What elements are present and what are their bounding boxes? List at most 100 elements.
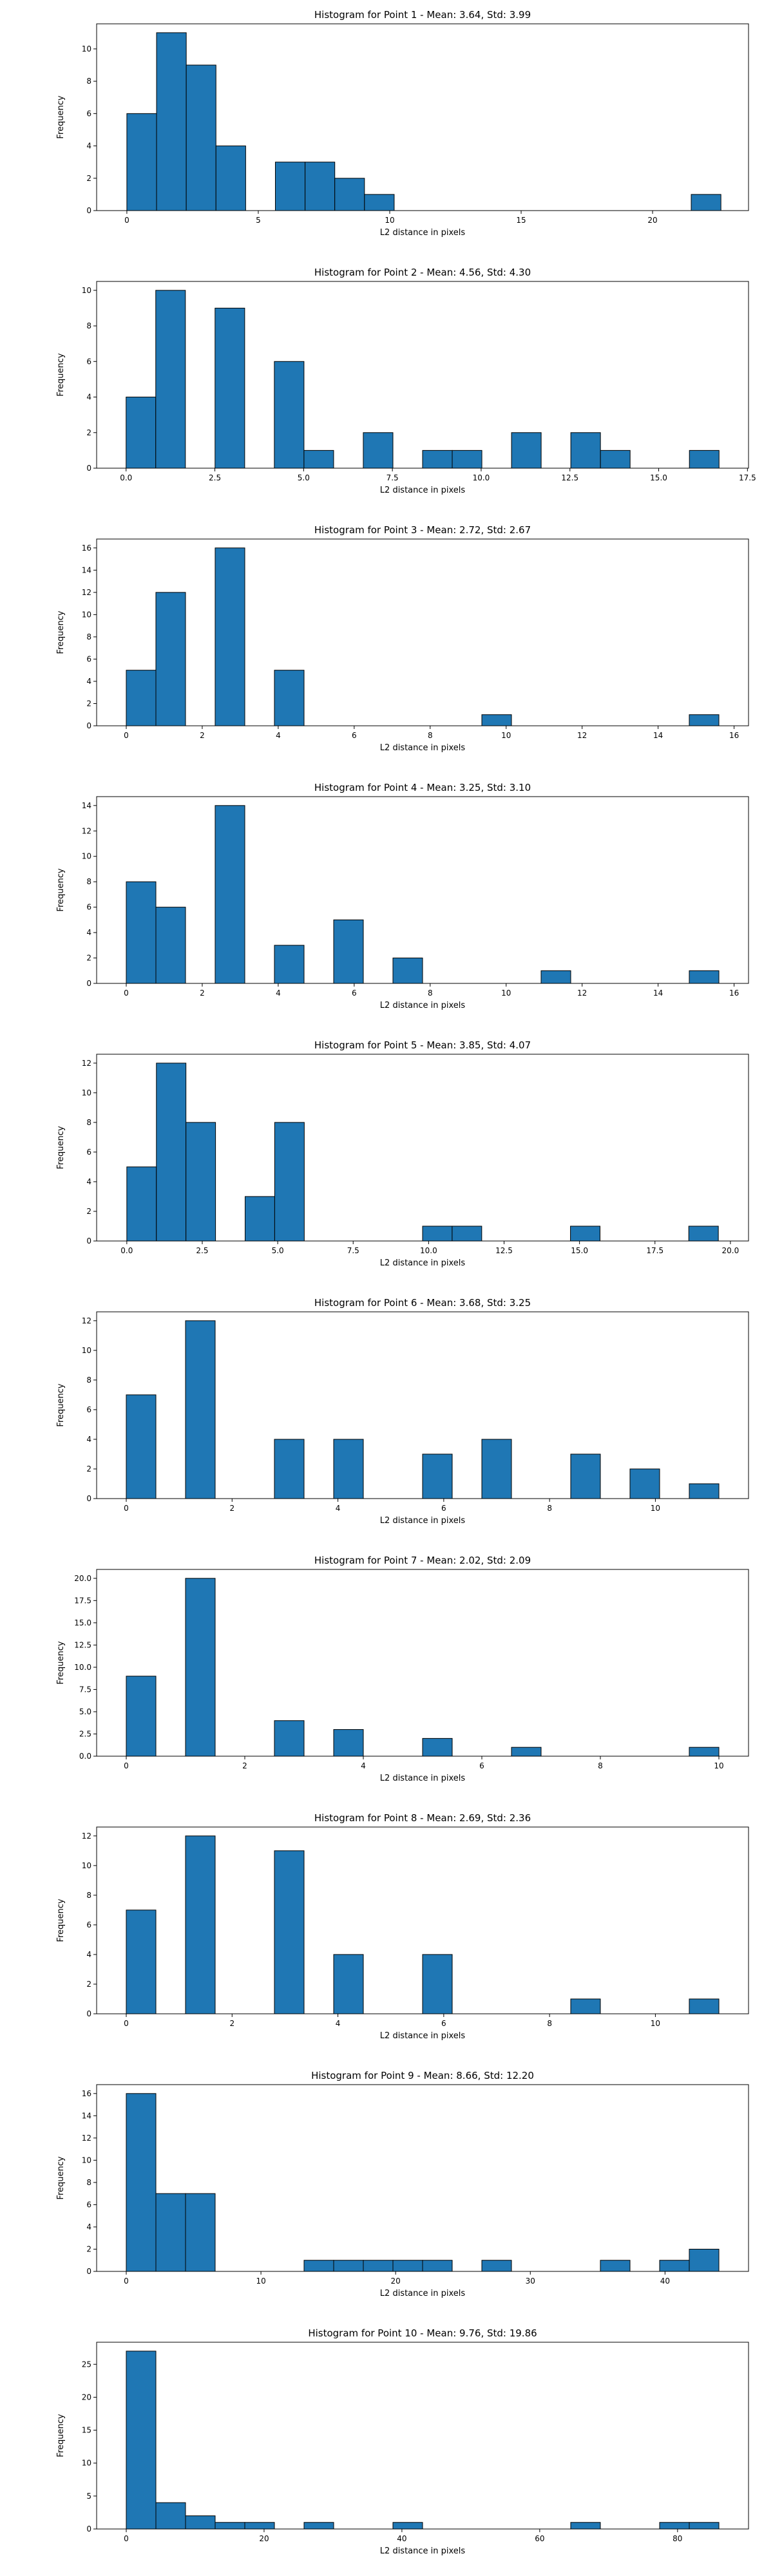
y-axis-label: Frequency <box>56 353 66 396</box>
histogram-bar <box>274 670 305 726</box>
y-tick-label: 6 <box>86 1148 91 1157</box>
x-tick-label: 6 <box>479 1761 484 1770</box>
x-axis-label: L2 distance in pixels <box>380 1516 466 1526</box>
axes-frame <box>96 1569 749 1757</box>
x-tick-label: 2 <box>242 1761 247 1770</box>
histogram-bar <box>126 881 157 984</box>
y-tick-label: 12.5 <box>74 1640 91 1649</box>
axes-frame <box>96 281 749 469</box>
y-tick-label: 0 <box>86 464 91 473</box>
y-tick-label: 2 <box>86 174 91 183</box>
chart-title: Histogram for Point 1 - Mean: 3.64, Std:… <box>314 9 531 21</box>
y-tick-label: 8 <box>86 1891 91 1900</box>
x-tick-label: 12.5 <box>561 473 578 482</box>
x-tick-label: 14 <box>653 989 663 998</box>
x-tick-label: 2 <box>229 1504 234 1513</box>
x-tick-label: 40 <box>397 2534 406 2543</box>
y-tick-label: 10 <box>82 852 91 861</box>
axes-frame <box>96 796 749 984</box>
histogram-bar <box>689 714 720 726</box>
histogram-bar <box>481 714 512 726</box>
histogram-bar <box>185 1835 216 2014</box>
y-axis-label: Frequency <box>56 1126 66 1169</box>
x-tick-label: 4 <box>336 2019 341 2028</box>
histogram-bar <box>689 2522 720 2530</box>
histogram-bar <box>452 1226 482 1242</box>
histogram-bar <box>392 2522 423 2530</box>
x-tick-label: 0.0 <box>120 473 132 482</box>
x-tick-label: 10 <box>501 731 511 740</box>
y-axis-label: Frequency <box>56 2414 66 2457</box>
x-tick-label: 12 <box>577 731 587 740</box>
histogram-bar <box>274 162 306 211</box>
histogram-bar <box>688 1226 719 1242</box>
histogram-bar <box>303 2260 334 2272</box>
chart-title: Histogram for Point 3 - Mean: 2.72, Std:… <box>314 524 531 536</box>
histogram-bar <box>422 1954 453 2014</box>
x-tick-label: 5.0 <box>298 473 310 482</box>
histogram-bar <box>244 2522 275 2530</box>
histogram-bar <box>155 592 186 726</box>
y-tick-label: 6 <box>86 903 91 912</box>
y-tick-label: 10 <box>82 2155 91 2164</box>
y-tick-label: 17.5 <box>74 1596 91 1605</box>
x-tick-label: 12 <box>577 989 587 998</box>
x-tick-label: 0.0 <box>120 1246 133 1255</box>
x-tick-label: 2.5 <box>196 1246 208 1255</box>
histogram-bar <box>126 2093 157 2272</box>
x-tick-label: 14 <box>653 731 663 740</box>
x-tick-label: 20.0 <box>722 1246 740 1255</box>
histogram-bar <box>333 2260 364 2272</box>
y-tick-label: 6 <box>86 654 91 663</box>
y-tick-label: 0 <box>86 721 91 730</box>
histogram-bar <box>126 1394 157 1499</box>
y-tick-label: 0.0 <box>79 1752 91 1761</box>
x-tick-label: 0 <box>124 2277 129 2286</box>
histogram-bar <box>126 1676 157 1757</box>
x-tick-label: 0 <box>124 1761 129 1770</box>
histogram-bar <box>185 2515 216 2530</box>
histogram-bar <box>333 1954 364 2014</box>
y-tick-label: 2 <box>86 1207 91 1216</box>
y-tick-label: 15 <box>82 2426 91 2435</box>
x-axis-label: L2 distance in pixels <box>380 2289 466 2298</box>
x-tick-label: 10 <box>385 216 394 225</box>
chart-panel-2: Histogram for Point 2 - Mean: 4.56, Std:… <box>56 267 756 495</box>
x-tick-label: 2 <box>229 2019 234 2028</box>
x-tick-label: 15.0 <box>571 1246 588 1255</box>
y-tick-label: 10 <box>82 1861 91 1870</box>
y-tick-label: 2 <box>86 2244 91 2253</box>
x-tick-label: 20 <box>259 2534 269 2543</box>
y-tick-label: 20.0 <box>74 1574 91 1583</box>
y-tick-label: 8 <box>86 77 91 86</box>
y-tick-label: 8 <box>86 321 91 330</box>
y-tick-label: 4 <box>86 1435 91 1444</box>
x-axis-label: L2 distance in pixels <box>380 228 466 238</box>
y-tick-label: 4 <box>86 928 91 937</box>
x-tick-label: 40 <box>660 2277 670 2286</box>
histogram-bar <box>540 970 571 984</box>
x-tick-label: 7.5 <box>347 1246 359 1255</box>
histogram-bar <box>422 1454 453 1499</box>
y-tick-label: 0 <box>86 2267 91 2276</box>
histogram-bar <box>274 1720 305 1757</box>
histogram-bar <box>422 1226 453 1242</box>
histogram-bar <box>155 2193 186 2272</box>
x-tick-label: 80 <box>673 2534 682 2543</box>
y-tick-label: 4 <box>86 677 91 686</box>
histogram-bar <box>185 1578 216 1757</box>
x-tick-label: 17.5 <box>739 473 756 482</box>
histogram-bar <box>629 1468 660 1499</box>
histogram-bar <box>363 2260 394 2272</box>
y-tick-label: 6 <box>86 1405 91 1414</box>
y-axis-label: Frequency <box>56 1641 66 1684</box>
histogram-bar <box>333 1439 364 1499</box>
y-tick-label: 4 <box>86 1950 91 1959</box>
x-tick-label: 20 <box>647 216 657 225</box>
histogram-bar <box>333 1729 364 1757</box>
x-tick-label: 12.5 <box>495 1246 513 1255</box>
y-tick-label: 5 <box>86 2492 91 2501</box>
histogram-bar <box>600 2260 631 2272</box>
chart-title: Histogram for Point 8 - Mean: 2.69, Std:… <box>314 1812 531 1824</box>
